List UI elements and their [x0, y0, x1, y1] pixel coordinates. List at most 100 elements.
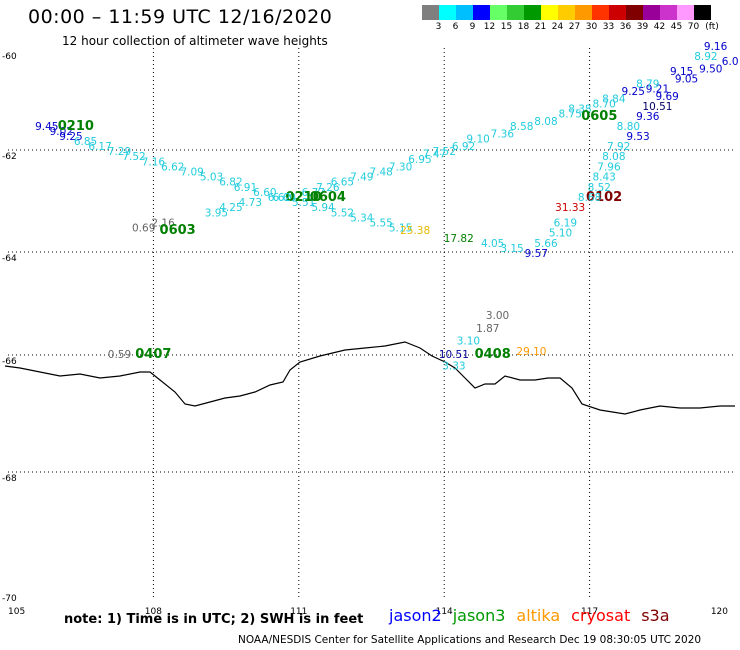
- wave-height-value: 9.02: [50, 126, 73, 138]
- wave-height-value: 8.68: [578, 192, 601, 204]
- longitude-label: 114: [436, 607, 453, 617]
- longitude-label: 117: [581, 607, 598, 617]
- wave-height-value: 3.15: [500, 243, 523, 255]
- wave-height-value: 5.94: [311, 202, 335, 214]
- wave-height-value: 2.16: [151, 218, 175, 230]
- latitude-label: -66: [2, 357, 17, 367]
- wave-height-value: 6.77: [302, 187, 325, 199]
- wave-height-value: 7.96: [597, 161, 621, 173]
- wave-height-value: 6.65: [331, 177, 354, 189]
- longitude-label: 111: [290, 607, 307, 617]
- wave-height-value: 8.70: [592, 99, 615, 111]
- wave-height-value: 1.87: [476, 323, 499, 335]
- wave-height-value: 8.58: [510, 121, 533, 133]
- wave-height-value: 9.53: [626, 131, 649, 143]
- wave-height-value: 5.55: [369, 218, 392, 230]
- color-scale-label: 30: [585, 22, 598, 32]
- wave-height-value: 6.82: [219, 177, 242, 189]
- wave-height-value: 9.69: [655, 91, 678, 103]
- wave-height-value: 17.82: [444, 233, 474, 245]
- pass-time-label: 0605: [581, 109, 617, 124]
- altimeter-labels: 9.459.029.2502106.856.177.297.527.166.62…: [35, 41, 738, 373]
- wave-height-value: 8.79: [636, 79, 659, 91]
- wave-height-value: 5.10: [549, 228, 572, 240]
- pass-time-label: 0210: [286, 190, 322, 205]
- wave-height-value: 7.47: [423, 149, 446, 161]
- latitude-label: -64: [2, 254, 17, 264]
- longitude-label: 108: [145, 607, 162, 617]
- pass-time-label: 0603: [160, 223, 196, 238]
- legend-item-s3a: s3a: [641, 606, 670, 625]
- wave-height-value: 5.51: [292, 197, 315, 209]
- color-swatch: [677, 5, 694, 20]
- map-title: 00:00 – 11:59 UTC 12/16/2020: [28, 6, 333, 28]
- map-subtitle: 12 hour collection of altimeter wave hei…: [62, 34, 328, 48]
- color-swatch: [507, 5, 524, 20]
- wave-height-value: 8.08: [534, 116, 557, 128]
- wave-height-value: 0.59: [108, 349, 131, 361]
- legend-item-jason2: jason2: [389, 606, 442, 625]
- wave-height-value: 3.95: [205, 207, 228, 219]
- color-swatch: [660, 5, 677, 20]
- color-scale-label: 9: [469, 22, 476, 32]
- wave-height-value: 8.52: [588, 182, 611, 194]
- wave-height-value: 9.50: [699, 64, 722, 76]
- latitude-label: -70: [2, 594, 17, 604]
- color-scale-unit: (ft): [705, 22, 719, 32]
- wave-height-value: 3.00: [486, 310, 509, 322]
- color-scale-label: 21: [534, 22, 547, 32]
- wave-height-value: 7.30: [389, 161, 412, 173]
- wave-height-value: 7.48: [369, 167, 392, 179]
- wave-height-value: 7.52: [433, 146, 456, 158]
- wave-height-value: 5.34: [350, 212, 374, 224]
- latitude-label: -60: [2, 52, 17, 62]
- satellite-legend: jason2 jason3 altika cryosat s3a: [389, 606, 681, 625]
- wave-height-value: 7.49: [350, 172, 373, 184]
- pass-time-label: 0407: [135, 347, 171, 362]
- wave-height-value: 7.36: [491, 129, 515, 141]
- wave-height-value: 6.17: [88, 141, 111, 153]
- wave-height-value: 0.69: [132, 223, 155, 235]
- wave-height-value: 9.36: [636, 111, 660, 123]
- wave-height-value: 7.09: [180, 167, 203, 179]
- wave-height-value: 10.51: [439, 349, 469, 361]
- wave-height-value: 5.03: [200, 172, 223, 184]
- color-swatch: [694, 5, 711, 20]
- color-swatch: [473, 5, 490, 20]
- color-scale-bar: [422, 5, 711, 20]
- wave-height-value: 31.33: [555, 202, 585, 214]
- wave-height-value: 10.51: [642, 101, 672, 113]
- pass-time-label: 0102: [586, 190, 622, 205]
- color-scale-label: 39: [636, 22, 649, 32]
- color-swatch: [626, 5, 643, 20]
- wave-height-value: 3.10: [457, 336, 480, 348]
- wave-height-value: 9.25: [59, 131, 82, 143]
- color-swatch: [592, 5, 609, 20]
- wave-height-value: 9.57: [525, 248, 548, 260]
- wave-height-value: 8.92: [694, 51, 717, 63]
- color-swatch: [541, 5, 558, 20]
- wave-height-value: 9.21: [646, 84, 669, 96]
- color-swatch: [439, 5, 456, 20]
- pass-time-label: 0210: [58, 119, 94, 134]
- color-scale-label: 33: [602, 22, 615, 32]
- wave-height-value: 9.10: [466, 134, 489, 146]
- wave-height-value: 6.95: [408, 154, 431, 166]
- pass-time-label: 0604: [310, 190, 346, 205]
- footnote: note: 1) Time is in UTC; 2) SWH is in fe…: [64, 612, 364, 627]
- wave-height-value: 4.25: [219, 202, 242, 214]
- wave-height-value: 8.75: [559, 109, 582, 121]
- color-scale-label: 70: [687, 22, 700, 32]
- longitude-label: 120: [711, 607, 728, 617]
- color-scale-label: 24: [551, 22, 564, 32]
- wave-height-value: 8.08: [602, 151, 625, 163]
- lat-lon-grid: [8, 48, 735, 600]
- wave-height-value: 9.05: [675, 74, 698, 86]
- legend-item-cryosat: cryosat: [571, 606, 631, 625]
- wave-height-value: 9.15: [670, 66, 693, 78]
- wave-height-value: 25.38: [400, 225, 430, 237]
- wave-height-value: 8.38: [568, 104, 591, 116]
- axis-labels: 105 108 111 114 117 120 -60 -62 -64 -66 -68 -70: [2, 52, 728, 617]
- wave-height-value: 29.10: [516, 346, 546, 358]
